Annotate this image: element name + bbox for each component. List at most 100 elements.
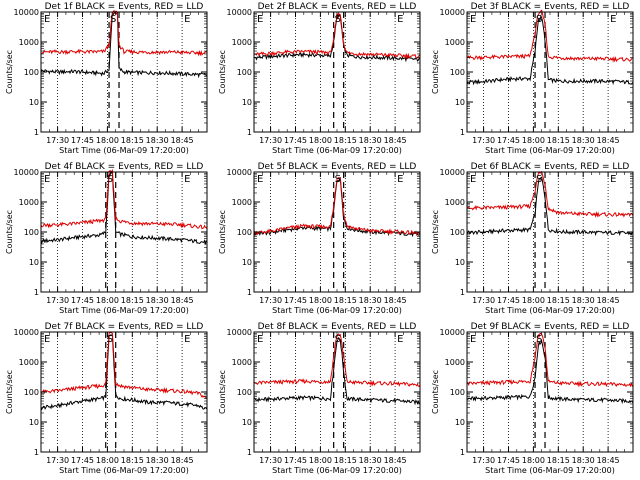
panel-title: Det 6f BLACK = Events, RED = LLD [471, 162, 630, 172]
panel-title: Det 1f BLACK = Events, RED = LLD [45, 2, 204, 12]
x-axis-label: Start Time (06-Mar-09 17:20:00) [272, 466, 402, 475]
x-tick-label: 18:45 [171, 136, 194, 145]
y-tick-label: 100 [450, 228, 465, 237]
y-axis-label: Counts/sec [218, 370, 227, 414]
detector-panel: Det 6f BLACK = Events, RED = LLD E S E 1 10 10… [431, 162, 634, 315]
x-axis-label: Start Time (06-Mar-09 17:20:00) [59, 466, 189, 475]
annotation-label: E [44, 174, 50, 185]
annotation-label: E [257, 334, 263, 345]
x-tick-label: 17:45 [497, 296, 520, 305]
x-tick-label: 18:15 [121, 296, 144, 305]
x-tick-label: 18:30 [359, 296, 382, 305]
y-tick-label: 10 [455, 418, 465, 427]
y-tick-label: 1 [460, 128, 465, 137]
y-axis-label: Counts/sec [5, 210, 14, 254]
lld-series-line [467, 170, 634, 218]
x-tick-label: 17:30 [259, 136, 282, 145]
y-tick-label: 1 [34, 128, 39, 137]
x-tick-label: 17:45 [71, 456, 94, 465]
y-tick-label: 1000 [232, 198, 252, 207]
x-tick-label: 18:30 [146, 296, 169, 305]
x-tick-label: 17:30 [259, 296, 282, 305]
annotation-label: E [184, 14, 190, 25]
detector-panel: Det 9f BLACK = Events, RED = LLD E S E 1 10 10… [431, 322, 634, 475]
y-axis-label: Counts/sec [218, 50, 227, 94]
annotation-label: S [107, 174, 113, 185]
x-tick-label: 18:00 [96, 136, 119, 145]
annotation-label: E [44, 334, 50, 345]
x-tick-label: 17:30 [472, 296, 495, 305]
x-axis-label: Start Time (06-Mar-09 17:20:00) [272, 146, 402, 155]
panel-title: Det 3f BLACK = Events, RED = LLD [471, 2, 630, 12]
x-tick-label: 17:30 [46, 456, 69, 465]
events-series-line [40, 11, 208, 79]
x-tick-label: 18:45 [597, 296, 620, 305]
x-tick-label: 18:15 [121, 136, 144, 145]
x-axis-label: Start Time (06-Mar-09 17:20:00) [59, 146, 189, 155]
lld-series-line [40, 331, 208, 399]
y-tick-label: 100 [450, 68, 465, 77]
y-tick-label: 1 [247, 448, 252, 457]
y-tick-label: 100 [24, 228, 39, 237]
x-tick-label: 17:30 [472, 456, 495, 465]
y-tick-label: 1000 [19, 358, 39, 367]
annotation-label: E [610, 14, 616, 25]
x-tick-label: 18:00 [96, 456, 119, 465]
y-tick-label: 100 [237, 68, 252, 77]
y-tick-label: 10000 [440, 168, 465, 177]
annotation-label: E [470, 14, 476, 25]
y-tick-label: 100 [24, 68, 39, 77]
x-tick-label: 17:45 [497, 136, 520, 145]
y-tick-label: 10 [29, 258, 39, 267]
y-tick-label: 1 [34, 288, 39, 297]
detector-panel: Det 7f BLACK = Events, RED = LLD E S E 1 10 10… [5, 322, 208, 475]
events-series-line [40, 171, 208, 246]
x-tick-label: 18:00 [522, 296, 545, 305]
lld-series-line [466, 333, 634, 388]
y-axis-label: Counts/sec [431, 370, 440, 414]
y-tick-label: 10000 [14, 168, 39, 177]
events-series-line [466, 14, 634, 86]
y-tick-label: 100 [237, 388, 252, 397]
panel-title: Det 8f BLACK = Events, RED = LLD [258, 322, 417, 332]
x-tick-label: 18:15 [547, 296, 570, 305]
y-tick-label: 10 [455, 98, 465, 107]
annotation-label: S [335, 334, 341, 345]
y-tick-label: 10 [242, 258, 252, 267]
x-axis-label: Start Time (06-Mar-09 17:20:00) [272, 306, 402, 315]
x-tick-label: 17:30 [472, 136, 495, 145]
x-tick-label: 18:30 [572, 296, 595, 305]
x-tick-label: 18:45 [384, 456, 407, 465]
lld-series-line [253, 333, 421, 387]
x-tick-label: 18:45 [171, 296, 194, 305]
lld-series-line [40, 168, 208, 230]
annotation-label: E [470, 334, 476, 345]
x-tick-label: 17:45 [71, 296, 94, 305]
x-tick-label: 18:45 [384, 136, 407, 145]
annotation-label: E [610, 334, 616, 345]
x-tick-label: 17:45 [284, 296, 307, 305]
x-tick-label: 18:00 [309, 136, 332, 145]
annotation-label: E [610, 174, 616, 185]
y-tick-label: 10000 [440, 328, 465, 337]
x-tick-label: 17:45 [284, 136, 307, 145]
annotation-label: E [257, 174, 263, 185]
events-series-line [40, 334, 208, 411]
x-tick-label: 18:15 [334, 136, 357, 145]
y-tick-label: 1000 [445, 358, 465, 367]
x-tick-label: 18:30 [359, 456, 382, 465]
x-tick-label: 18:15 [334, 456, 357, 465]
lld-series-line [253, 176, 420, 237]
annotation-label: E [470, 174, 476, 185]
annotation-label: S [536, 14, 542, 25]
x-tick-label: 18:15 [547, 456, 570, 465]
annotation-label: E [184, 174, 190, 185]
annotation-label: E [44, 14, 50, 25]
y-tick-label: 1000 [232, 358, 252, 367]
y-tick-label: 1 [460, 288, 465, 297]
annotation-label: S [335, 174, 341, 185]
y-tick-label: 1 [460, 448, 465, 457]
y-tick-label: 100 [24, 388, 39, 397]
x-tick-label: 18:45 [384, 296, 407, 305]
x-tick-label: 18:00 [309, 456, 332, 465]
